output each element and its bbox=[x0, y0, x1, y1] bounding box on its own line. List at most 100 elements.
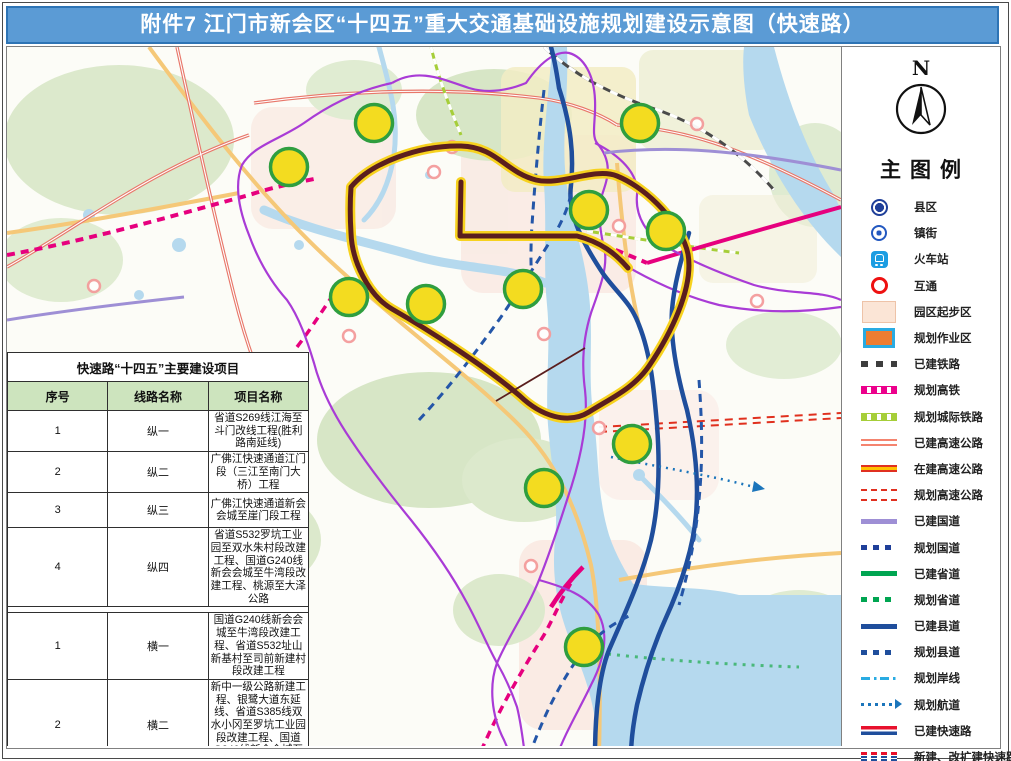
table-row: 3 纵三 广佛江快速通道新会会城至崖门段工程 bbox=[7, 492, 310, 529]
legend-swatch bbox=[861, 518, 897, 524]
site-circles bbox=[268, 102, 687, 668]
legend-item-label: 规划国道 bbox=[914, 542, 960, 555]
legend-item: 在建高速公路 bbox=[856, 456, 1000, 482]
legend-item-label: 在建高速公路 bbox=[914, 463, 983, 476]
line-g-built-icon bbox=[856, 518, 902, 524]
rect-work-icon bbox=[856, 328, 902, 349]
legend-swatch bbox=[863, 328, 895, 349]
table-cell: 省道S532罗坑工业园至双水朱村段改建工程、国道G240线新会会城至牛湾段改建工… bbox=[207, 527, 310, 608]
legend-swatch bbox=[861, 699, 902, 709]
line-g-plan-icon bbox=[856, 545, 902, 551]
sym-interchange-icon bbox=[856, 277, 902, 295]
line-x-plan-icon bbox=[856, 649, 902, 655]
line-s-plan-icon bbox=[856, 597, 902, 603]
table-cell: 1 bbox=[7, 612, 109, 680]
legend-item: 规划航道 bbox=[856, 692, 1000, 718]
legend-swatch bbox=[861, 412, 897, 421]
table-row: 4 纵四 省道S532罗坑工业园至双水朱村段改建工程、国道G240线新会会城至牛湾段… bbox=[7, 527, 310, 608]
legend-panel: N 主图例 县区 镇街 火车站 互通 园区起步区 规划作业区 已建铁路 规划高铁 规划城际铁路已… bbox=[841, 47, 1011, 761]
line-rail-icon bbox=[856, 361, 902, 368]
legend-item-label: 新建、改扩建快速路 bbox=[914, 752, 1011, 761]
legend-swatch bbox=[870, 198, 888, 216]
legend-item: 规划县道 bbox=[856, 639, 1000, 665]
site-circle bbox=[502, 268, 544, 310]
site-circle bbox=[268, 146, 310, 188]
rect-start-icon bbox=[856, 300, 902, 323]
legend-item-label: 火车站 bbox=[914, 254, 949, 267]
line-exp-constr-icon bbox=[856, 465, 902, 473]
legend-swatch bbox=[861, 386, 897, 395]
table-cell: 广佛江快速通道江门段（三江至南门大桥）工程 bbox=[207, 451, 310, 494]
table-cell: 省道S269线江海至斗门改线工程(胜利路南延线) bbox=[207, 409, 310, 453]
page-title: 附件7 江门市新会区“十四五”重大交通基础设施规划建设示意图（快速路） bbox=[6, 6, 999, 44]
west-river bbox=[743, 47, 841, 257]
line-fast-new-icon bbox=[856, 752, 902, 761]
legend-swatch bbox=[861, 545, 897, 551]
ring-road bbox=[345, 140, 694, 424]
table-cell: 纵四 bbox=[107, 527, 209, 608]
main-area: 快速路“十四五”主要建设项目 序号 线路名称 项目名称 1 纵一 省道S269线江海至斗… bbox=[6, 46, 1011, 761]
table-header-cell: 线路名称 bbox=[107, 381, 209, 411]
legend-swatch bbox=[871, 225, 887, 242]
legend-item-label: 园区起步区 bbox=[914, 306, 972, 319]
legend-swatch bbox=[861, 623, 897, 629]
legend-item-label: 镇街 bbox=[914, 228, 937, 241]
line-fast-built-icon bbox=[856, 726, 902, 736]
legend-swatch bbox=[870, 277, 888, 295]
national-roads-built bbox=[7, 147, 841, 322]
legend-item: 县区 bbox=[856, 194, 1000, 220]
legend-item-label: 已建铁路 bbox=[914, 359, 960, 372]
legend-item-label: 已建高速公路 bbox=[914, 437, 983, 450]
legend-item-label: 规划高速公路 bbox=[914, 490, 983, 503]
legend-swatch bbox=[861, 752, 897, 761]
table-cell: 1 bbox=[7, 409, 109, 453]
sym-county-icon bbox=[856, 198, 902, 216]
table-cell: 2 bbox=[7, 678, 109, 746]
legend-item: 园区起步区 bbox=[856, 299, 1000, 325]
legend-item-label: 规划航道 bbox=[914, 699, 960, 712]
table-row: 1 横一 国道G240线新会会城至牛湾段改建工程、省道S532址山新基村至司前新建村… bbox=[7, 612, 310, 680]
legend-swatch bbox=[862, 300, 896, 323]
table-cell: 横二 bbox=[107, 678, 209, 746]
legend-item: 已建国道 bbox=[856, 508, 1000, 534]
legend-swatch bbox=[870, 250, 888, 268]
site-circle bbox=[568, 189, 610, 231]
table-cell: 纵二 bbox=[107, 451, 209, 494]
legend-item-label: 已建县道 bbox=[914, 621, 960, 634]
site-circle bbox=[619, 102, 661, 144]
table-cell: 纵一 bbox=[107, 409, 209, 453]
legend-title: 主图例 bbox=[880, 159, 970, 182]
legend-item-label: 规划城际铁路 bbox=[914, 411, 983, 424]
legend-swatch bbox=[861, 726, 897, 736]
table-cell: 4 bbox=[7, 527, 109, 608]
legend-item-label: 已建省道 bbox=[914, 568, 960, 581]
legend-item-label: 已建国道 bbox=[914, 516, 960, 529]
legend-list: 县区 镇街 火车站 互通 园区起步区 规划作业区 已建铁路 规划高铁 规划城际铁路 已建高速公路在… bbox=[842, 194, 1011, 761]
legend-item: 已建县道 bbox=[856, 613, 1000, 639]
legend-item-label: 规划岸线 bbox=[914, 673, 960, 686]
legend-swatch bbox=[861, 439, 897, 447]
line-x-built-icon bbox=[856, 623, 902, 629]
table-group-separator bbox=[7, 606, 309, 614]
legend-item: 镇街 bbox=[856, 220, 1000, 246]
legend-item-label: 已建快速路 bbox=[914, 725, 972, 738]
legend-item: 已建省道 bbox=[856, 561, 1000, 587]
table-row: 2 纵二 广佛江快速通道江门段（三江至南门大桥）工程 bbox=[7, 451, 310, 494]
legend-item-label: 规划作业区 bbox=[914, 333, 972, 346]
projects-table: 快速路“十四五”主要建设项目 序号 线路名称 项目名称 1 纵一 省道S269线江海至斗… bbox=[7, 352, 310, 746]
legend-item: 规划城际铁路 bbox=[856, 404, 1000, 430]
legend-item: 规划省道 bbox=[856, 587, 1000, 613]
table-row: 1 纵一 省道S269线江海至斗门改线工程(胜利路南延线) bbox=[7, 409, 310, 453]
table-header-cell: 序号 bbox=[7, 381, 109, 411]
legend-item-label: 县区 bbox=[914, 202, 937, 215]
table-title: 快速路“十四五”主要建设项目 bbox=[7, 352, 309, 382]
north-label: N bbox=[912, 57, 930, 80]
legend-swatch bbox=[861, 676, 897, 681]
legend-swatch bbox=[861, 465, 897, 473]
waterway-planned bbox=[610, 455, 765, 492]
line-hsr-icon bbox=[856, 386, 902, 395]
site-circle bbox=[353, 102, 395, 144]
sym-station-icon bbox=[856, 250, 902, 268]
